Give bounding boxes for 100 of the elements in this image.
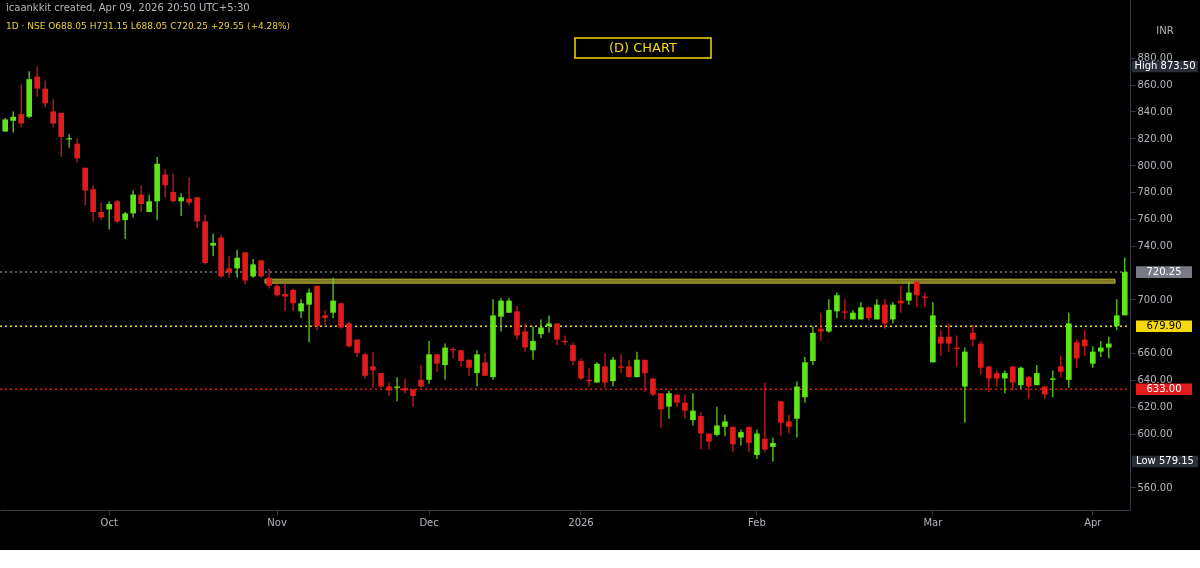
- candlestick: [210, 232, 216, 257]
- candlestick: [298, 298, 304, 319]
- candlestick: [1058, 355, 1064, 378]
- candlestick: [498, 297, 504, 333]
- candlestick: [1002, 369, 1008, 394]
- candlestick: [178, 192, 184, 217]
- candlestick: [442, 342, 448, 381]
- candlestick: [666, 389, 672, 420]
- x-tick-label: 2026: [568, 516, 594, 528]
- candlestick: [578, 357, 584, 381]
- candlestick: [250, 258, 256, 279]
- candlestick: [754, 428, 760, 460]
- ref-line-label: 679.90: [1146, 320, 1182, 332]
- candlestick: [890, 301, 896, 325]
- y-tick-label: 800.00: [1137, 159, 1173, 171]
- text: (D) CHART: [608, 40, 678, 55]
- candlestick: [882, 298, 888, 330]
- candlestick: [306, 287, 312, 343]
- candlestick: [362, 352, 368, 380]
- candlestick: [74, 137, 80, 163]
- candlestick: [946, 322, 952, 353]
- candlestick: [482, 352, 488, 377]
- candlestick: [746, 426, 752, 453]
- candlestick: [1018, 365, 1024, 390]
- candlestick: [778, 400, 784, 437]
- candlestick: [634, 351, 640, 378]
- y-tick-label: 560.00: [1137, 481, 1173, 493]
- candlestick: [570, 341, 576, 366]
- ref-line-label: 633.00: [1146, 383, 1182, 395]
- candlestick: [738, 428, 744, 447]
- candlestick: [538, 318, 544, 339]
- candlestick: [730, 426, 736, 453]
- y-tick-label: 700.00: [1137, 293, 1173, 305]
- candlestick: [322, 309, 328, 327]
- candlestick: [10, 110, 16, 134]
- x-tick-label: Nov: [267, 516, 287, 528]
- candlestick: [610, 356, 616, 388]
- candlestick: [34, 65, 40, 98]
- candlestick: [618, 353, 624, 374]
- ref-line-label: 720.25: [1146, 266, 1182, 278]
- candlestick: [658, 392, 664, 429]
- candlestick: [122, 211, 128, 240]
- candlestick: [82, 167, 88, 206]
- candlestick: [346, 321, 352, 349]
- candlestick: [698, 411, 704, 451]
- x-tick-label: Dec: [419, 516, 439, 528]
- candlestick: [170, 172, 176, 204]
- x-tick-label: Feb: [748, 516, 766, 528]
- candlestick: [226, 255, 232, 279]
- annotation: icaankkit created, Apr 09, 2026 20:50 UTC+5:30: [6, 2, 250, 13]
- text: INR: [1156, 25, 1174, 36]
- y-tick-label: 840.00: [1137, 105, 1173, 117]
- candlestick: [370, 351, 376, 389]
- candlestick: [970, 324, 976, 347]
- candlestick: [1106, 336, 1112, 359]
- candlestick: [1090, 345, 1096, 369]
- y-tick-label: 600.00: [1137, 428, 1173, 439]
- candlestick: [714, 406, 720, 437]
- candlestick: [690, 392, 696, 427]
- candlestick: [938, 329, 944, 357]
- candlestick: [834, 291, 840, 319]
- x-tick-label: Oct: [100, 516, 118, 528]
- candlestick: [130, 189, 136, 219]
- text: Low 579.15: [1136, 455, 1194, 467]
- candlestick: [786, 414, 792, 435]
- candlestick: [90, 184, 96, 223]
- candlestick: [186, 176, 192, 206]
- candlestick: [530, 325, 536, 361]
- candlestick: [234, 249, 240, 279]
- candlestick: [770, 436, 776, 463]
- candlestick: [914, 279, 920, 308]
- candlestick: [826, 298, 832, 334]
- candlestick: [114, 199, 120, 224]
- annotation: 1D · NSE O688.05 H731.15 L688.05 C720.25 +29.55 (+4.28%): [6, 21, 291, 31]
- candlestick: [18, 83, 24, 129]
- candlestick: [842, 298, 848, 321]
- y-tick-label: 740.00: [1137, 240, 1173, 252]
- candlestick: [594, 361, 600, 384]
- candlestick: [474, 349, 480, 388]
- candlestick: [1074, 338, 1080, 369]
- y-tick-label: 640.00: [1137, 374, 1173, 386]
- candlestick: [818, 312, 824, 342]
- y-tick-label: 760.00: [1137, 213, 1173, 225]
- x-tick-label: Apr: [1084, 516, 1103, 528]
- y-tick-label: 820.00: [1137, 132, 1173, 144]
- candlestick: [50, 98, 56, 129]
- candlestick: [282, 282, 288, 312]
- candlestick: [106, 200, 112, 231]
- candlestick: [138, 184, 144, 213]
- candlestick: [266, 267, 272, 290]
- x-tick-label: Mar: [923, 516, 944, 528]
- candlestick: [290, 287, 296, 312]
- candlestick: [546, 314, 552, 334]
- y-tick-label: 780.00: [1137, 186, 1173, 198]
- candlestick: [162, 168, 168, 198]
- candlestick: [906, 281, 912, 306]
- candlestick: [1050, 369, 1056, 398]
- candlestick: [554, 322, 560, 346]
- candlestick: [1082, 329, 1088, 357]
- candlestick: [330, 277, 336, 319]
